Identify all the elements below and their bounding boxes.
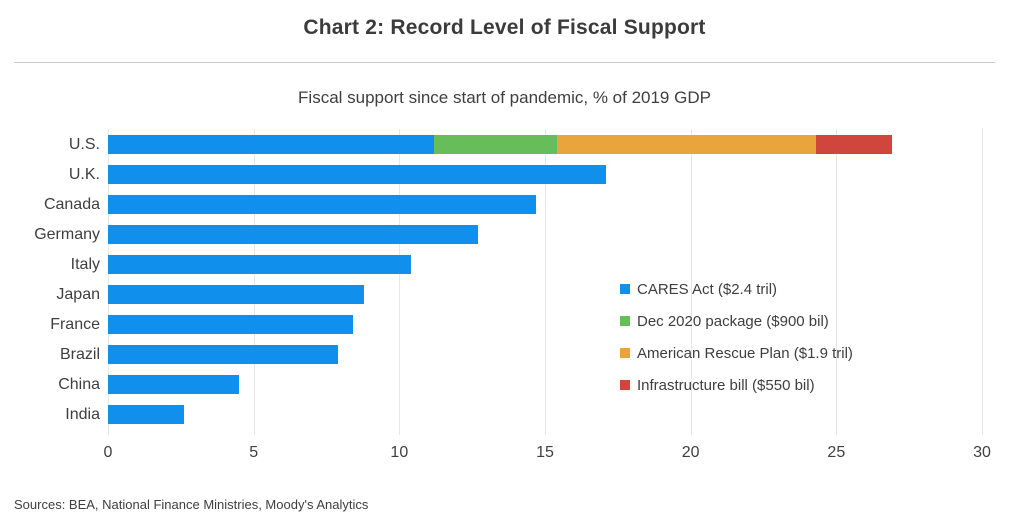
legend-swatch: [620, 316, 630, 326]
bar-segment: [108, 404, 184, 424]
legend-label: Dec 2020 package ($900 bil): [637, 312, 829, 330]
legend-swatch: [620, 380, 630, 390]
bar-segment: [815, 134, 892, 154]
legend-item: Infrastructure bill ($550 bil): [620, 369, 853, 401]
category-label: Germany: [34, 225, 100, 243]
bar-segment: [434, 134, 557, 154]
category-label: U.S.: [68, 135, 100, 153]
x-tick-label: 25: [827, 444, 846, 461]
x-tick-label: 30: [973, 444, 991, 461]
bar-segment: [108, 314, 353, 334]
chart-title: Chart 2: Record Level of Fiscal Support: [303, 16, 706, 39]
category-label: France: [50, 315, 100, 333]
legend-label: CARES Act ($2.4 tril): [637, 280, 778, 298]
x-tick-label: 10: [390, 444, 409, 461]
bar-segment: [108, 194, 537, 214]
gridline: [399, 129, 401, 435]
legend: CARES Act ($2.4 tril) Dec 2020 package ($…: [620, 273, 853, 401]
legend-swatch: [620, 284, 630, 294]
category-label: Brazil: [59, 345, 100, 363]
bar-segment: [108, 374, 240, 394]
gridline: [690, 129, 692, 435]
gridline: [253, 129, 255, 435]
bar-segment: [108, 344, 339, 364]
bar-segment: [556, 134, 816, 154]
legend-label: American Rescue Plan ($1.9 tril): [637, 344, 853, 362]
x-tick-label: 15: [536, 444, 554, 461]
legend-label: Infrastructure bill ($550 bil): [637, 376, 815, 394]
category-label: Japan: [56, 285, 100, 303]
chart-subtitle: Fiscal support since start of pandemic, …: [298, 88, 711, 107]
source-note: Sources: BEA, National Finance Ministrie…: [14, 497, 369, 512]
bar-segment: [108, 224, 478, 244]
category-label: China: [58, 375, 100, 393]
gridline: [836, 129, 838, 435]
title-divider: [14, 62, 995, 63]
category-label: India: [65, 405, 100, 423]
x-tick-label: 0: [103, 444, 113, 461]
bar-segment: [108, 134, 435, 154]
gridline: [982, 129, 983, 435]
legend-item: Dec 2020 package ($900 bil): [620, 305, 853, 337]
gridline: [108, 129, 109, 435]
category-label: Canada: [43, 195, 100, 213]
legend-item: American Rescue Plan ($1.9 tril): [620, 337, 853, 369]
gridline: [545, 129, 546, 435]
bar-segment: [108, 284, 365, 304]
legend-item: CARES Act ($2.4 tril): [620, 273, 853, 305]
x-tick-label: 20: [681, 444, 700, 461]
category-label: U.K.: [68, 165, 100, 183]
category-label: Italy: [70, 255, 100, 273]
x-tick-label: 5: [249, 444, 259, 461]
legend-swatch: [620, 348, 630, 358]
bar-segment: [108, 254, 411, 274]
bar-segment: [108, 164, 607, 184]
